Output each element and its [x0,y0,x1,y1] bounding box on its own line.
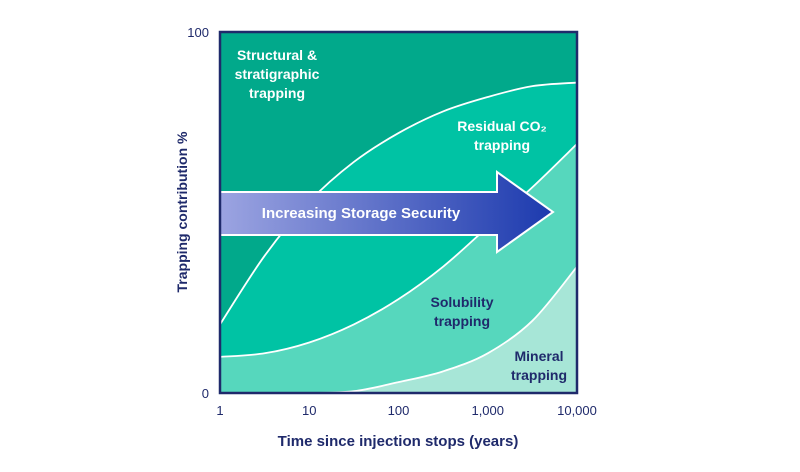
storage-security-arrow [220,170,555,254]
region-mineral-label: Mineral trapping [511,348,567,383]
label-line: trapping [511,367,567,383]
y-tick-label: 100 [187,25,209,40]
y-axis-label: Trapping contribution % [174,131,190,293]
label-line: Solubility [431,294,494,310]
y-tick-label: 0 [202,386,209,401]
region-mineral [220,266,577,393]
x-tick-label: 10 [302,403,316,418]
x-tick-label: 1 [216,403,223,418]
label-line: Mineral [514,348,563,364]
region-residual-label: Residual CO₂ trapping [457,118,546,153]
region-solubility-label: Solubility trapping [431,294,494,329]
x-tick-label: 1,000 [471,403,504,418]
label-line: trapping [474,137,530,153]
region-structural-label: Structural & stratigraphic trapping [235,47,320,101]
label-line: stratigraphic [235,66,320,82]
plot-frame [218,30,579,395]
label-line: Residual CO₂ [457,118,546,134]
x-tick-label: 10,000 [557,403,597,418]
arrow-label: Increasing Storage Security [262,205,461,222]
x-tick-label: 100 [388,403,410,418]
boundary-line [220,81,577,325]
label-line: trapping [249,85,305,101]
boundary-line [220,266,577,393]
label-line: trapping [434,313,490,329]
x-axis-label: Time since injection stops (years) [278,433,519,450]
region-solubility [220,143,577,393]
label-line: Structural & [237,47,317,63]
